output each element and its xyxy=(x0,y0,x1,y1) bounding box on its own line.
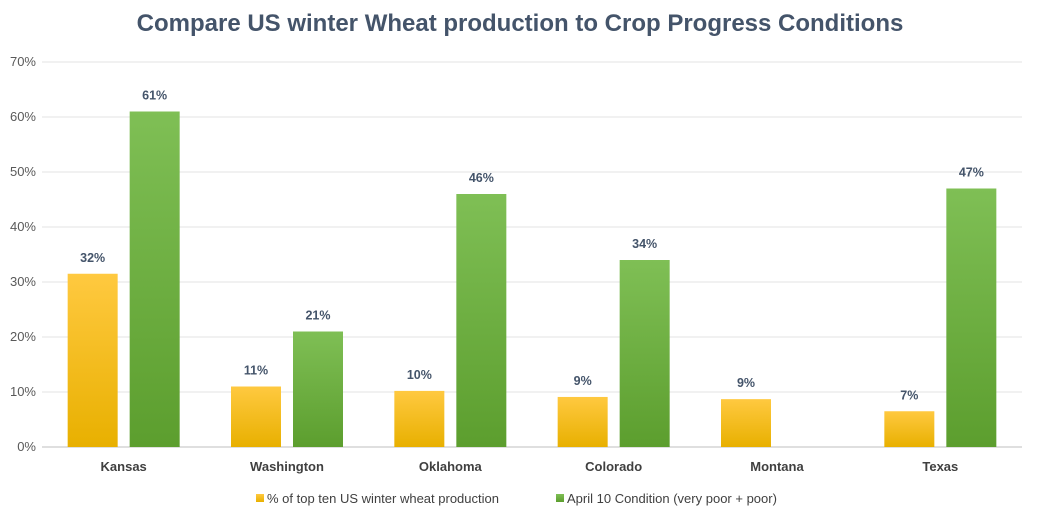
y-tick-label: 70% xyxy=(10,54,36,69)
bar-production xyxy=(557,396,608,447)
y-tick-label: 50% xyxy=(10,164,36,179)
x-tick-label: Montana xyxy=(750,459,804,474)
y-tick-label: 30% xyxy=(10,274,36,289)
legend-label: % of top ten US winter wheat production xyxy=(267,491,499,506)
bar-production xyxy=(721,399,771,447)
data-label: 9% xyxy=(737,376,755,390)
bar-production xyxy=(231,386,281,447)
bar-condition xyxy=(946,188,997,447)
data-label: 61% xyxy=(142,89,167,103)
data-label: 34% xyxy=(632,237,657,251)
data-label: 32% xyxy=(80,251,105,265)
x-tick-label: Oklahoma xyxy=(419,459,483,474)
data-label: 21% xyxy=(305,309,330,323)
x-tick-label: Colorado xyxy=(585,459,642,474)
y-tick-label: 20% xyxy=(10,329,36,344)
y-tick-label: 0% xyxy=(17,439,36,454)
x-tick-label: Texas xyxy=(922,459,958,474)
y-tick-label: 40% xyxy=(10,219,36,234)
legend-swatch-condition xyxy=(556,494,564,502)
bar-condition xyxy=(456,194,507,447)
bar-production xyxy=(884,411,935,447)
bar-condition xyxy=(619,260,670,447)
data-label: 7% xyxy=(900,388,918,402)
chart-title: Compare US winter Wheat production to Cr… xyxy=(136,10,904,37)
bar-production xyxy=(67,273,118,447)
bar-condition xyxy=(129,111,180,447)
bar-production xyxy=(394,390,445,447)
x-tick-label: Kansas xyxy=(101,459,147,474)
data-label: 46% xyxy=(469,171,494,185)
x-tick-label: Washington xyxy=(250,459,324,474)
data-label: 11% xyxy=(244,364,268,378)
legend-label: April 10 Condition (very poor + poor) xyxy=(567,491,777,506)
data-label: 47% xyxy=(959,166,984,180)
y-tick-label: 10% xyxy=(10,384,36,399)
legend-swatch-production xyxy=(256,494,264,502)
data-label: 9% xyxy=(574,374,592,388)
y-tick-label: 60% xyxy=(10,109,36,124)
bar-condition xyxy=(293,331,343,447)
data-label: 10% xyxy=(407,368,432,382)
